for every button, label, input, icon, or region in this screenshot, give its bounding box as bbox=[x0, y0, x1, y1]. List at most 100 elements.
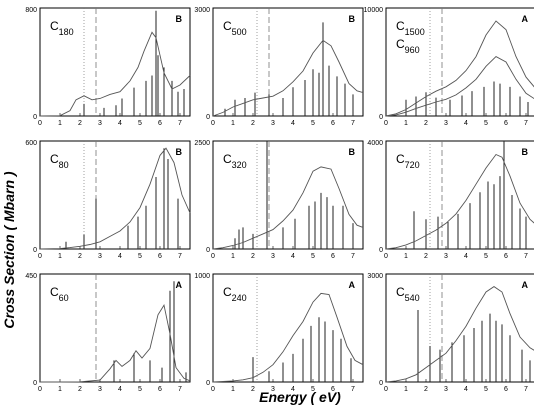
panel-8: 0 3000 0 1 2 3 4 5 6 7 C540 A bbox=[367, 273, 534, 393]
molecule-label: C720 bbox=[396, 152, 420, 170]
symmetry-tag: B bbox=[349, 14, 356, 24]
x-tick-label: 4 bbox=[118, 120, 122, 127]
x-tick-label: 4 bbox=[118, 253, 122, 260]
x-tick-label: 0 bbox=[38, 120, 42, 127]
envelope-curve bbox=[212, 292, 364, 383]
envelope-curve bbox=[212, 166, 364, 250]
molecule-subscript: 540 bbox=[405, 293, 420, 303]
x-tick-label: 5 bbox=[484, 120, 488, 127]
molecule-label: C1500 bbox=[396, 19, 425, 37]
y-tick-label: 2500 bbox=[194, 140, 210, 147]
x-tick-label: 0 bbox=[211, 253, 215, 260]
x-tick-label: 1 bbox=[231, 253, 235, 260]
symmetry-tag: B bbox=[176, 147, 183, 157]
y-tick-label: 0 bbox=[33, 114, 37, 121]
x-tick-label: 3 bbox=[98, 120, 102, 127]
x-tick-label: 2 bbox=[78, 253, 82, 260]
x-tick-label: 3 bbox=[98, 253, 102, 260]
panel-frame bbox=[385, 273, 534, 383]
y-tick-label: 4000 bbox=[367, 140, 383, 147]
molecule-label: C500 bbox=[223, 19, 247, 37]
x-tick-label: 3 bbox=[444, 253, 448, 260]
y-tick-label: 0 bbox=[206, 380, 210, 387]
y-tick-label: 3000 bbox=[194, 7, 210, 14]
symmetry-tag: B bbox=[349, 147, 356, 157]
x-tick-label: 5 bbox=[138, 253, 142, 260]
panel-4: 0 2500 0 1 2 3 4 5 6 7 C320 B bbox=[194, 140, 364, 260]
molecule-symbol: C bbox=[50, 285, 59, 299]
molecule-symbol: C bbox=[396, 37, 405, 51]
x-tick-label: 7 bbox=[178, 120, 182, 127]
y-tick-label: 0 bbox=[33, 380, 37, 387]
x-tick-label: 1 bbox=[231, 386, 235, 393]
y-tick-label: 0 bbox=[379, 114, 383, 121]
x-tick-label: 7 bbox=[524, 253, 528, 260]
molecule-subscript: 500 bbox=[232, 27, 247, 37]
symmetry-tag: A bbox=[522, 280, 529, 290]
x-tick-label: 5 bbox=[484, 253, 488, 260]
x-tick-label: 1 bbox=[58, 253, 62, 260]
symmetry-tag: A bbox=[176, 280, 183, 290]
envelope-curve bbox=[39, 147, 191, 250]
x-tick-label: 5 bbox=[311, 386, 315, 393]
x-tick-label: 2 bbox=[424, 120, 428, 127]
envelope-curve bbox=[40, 304, 191, 383]
x-tick-label: 6 bbox=[331, 253, 335, 260]
x-tick-label: 3 bbox=[271, 386, 275, 393]
y-tick-label: 0 bbox=[379, 380, 383, 387]
x-tick-label: 4 bbox=[291, 120, 295, 127]
y-tick-label: 450 bbox=[25, 273, 37, 280]
x-tick-label: 7 bbox=[524, 120, 528, 127]
y-tick-label: 600 bbox=[25, 140, 37, 147]
envelope-curve bbox=[385, 286, 534, 383]
panel-frame bbox=[39, 7, 191, 117]
x-tick-label: 1 bbox=[58, 386, 62, 393]
x-tick-label: 6 bbox=[504, 253, 508, 260]
panel-frame bbox=[385, 7, 534, 117]
x-tick-label: 4 bbox=[291, 253, 295, 260]
x-tick-label: 1 bbox=[58, 120, 62, 127]
molecule-symbol: C bbox=[396, 19, 405, 33]
y-tick-label: 1000 bbox=[194, 273, 210, 280]
molecule-subscript: 1500 bbox=[405, 27, 425, 37]
x-tick-label: 4 bbox=[291, 386, 295, 393]
panel-1: 0 3000 0 1 2 3 4 5 6 7 C500 B bbox=[194, 7, 364, 127]
molecule-label: C240 bbox=[223, 285, 247, 303]
molecule-label: C320 bbox=[223, 152, 247, 170]
molecule-subscript: 720 bbox=[405, 160, 420, 170]
symmetry-tag: A bbox=[522, 14, 529, 24]
panel-5: 0 4000 0 1 2 3 4 5 6 7 C720 B bbox=[367, 140, 534, 260]
molecule-symbol: C bbox=[50, 152, 59, 166]
x-tick-label: 2 bbox=[78, 386, 82, 393]
symmetry-tag: A bbox=[349, 280, 356, 290]
x-tick-label: 7 bbox=[351, 253, 355, 260]
panel-6: 0 450 0 1 2 3 4 5 6 7 C60 A bbox=[25, 273, 191, 393]
x-tick-label: 2 bbox=[78, 120, 82, 127]
panel-frame bbox=[212, 7, 364, 117]
x-tick-label: 6 bbox=[331, 120, 335, 127]
molecule-subscript: 960 bbox=[405, 45, 420, 55]
x-tick-label: 0 bbox=[211, 386, 215, 393]
x-tick-label: 6 bbox=[331, 386, 335, 393]
x-tick-label: 7 bbox=[178, 386, 182, 393]
molecule-label-secondary: C960 bbox=[396, 37, 420, 55]
y-tick-label: 0 bbox=[206, 247, 210, 254]
x-tick-label: 5 bbox=[311, 120, 315, 127]
x-tick-label: 6 bbox=[158, 253, 162, 260]
x-tick-label: 1 bbox=[231, 120, 235, 127]
x-tick-label: 1 bbox=[404, 120, 408, 127]
x-tick-label: 7 bbox=[351, 386, 355, 393]
x-tick-label: 6 bbox=[158, 120, 162, 127]
x-tick-label: 7 bbox=[524, 386, 528, 393]
x-tick-label: 0 bbox=[384, 253, 388, 260]
y-tick-label: 0 bbox=[33, 247, 37, 254]
x-tick-label: 4 bbox=[464, 386, 468, 393]
molecule-label: C180 bbox=[50, 19, 74, 37]
y-tick-label: 0 bbox=[379, 247, 383, 254]
x-tick-label: 3 bbox=[444, 386, 448, 393]
molecule-symbol: C bbox=[223, 19, 232, 33]
y-tick-label: 10000 bbox=[364, 7, 384, 14]
molecule-subscript: 320 bbox=[232, 160, 247, 170]
x-tick-label: 3 bbox=[444, 120, 448, 127]
molecule-subscript: 180 bbox=[59, 27, 74, 37]
